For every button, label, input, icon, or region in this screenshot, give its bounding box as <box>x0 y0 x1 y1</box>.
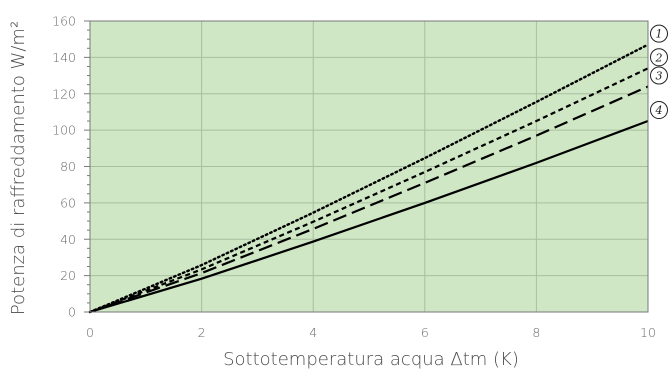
y-tick-label: 140 <box>52 50 76 65</box>
series-line-4 <box>89 119 649 314</box>
curve-marker-label: 2 <box>655 51 663 64</box>
curve-marker-circle <box>650 24 668 43</box>
y-axis-title: Potenza di raffreddamento W/m² <box>8 21 29 315</box>
curve-marker-label: 4 <box>655 104 663 117</box>
y-tick-label: 100 <box>52 123 76 138</box>
y-minor-ticks <box>84 20 90 313</box>
y-tick-label: 60 <box>60 195 76 210</box>
y-tick-label: 80 <box>60 159 76 174</box>
x-tick-label: 0 <box>86 325 94 340</box>
plot-frame <box>89 20 649 313</box>
y-tick-label: 40 <box>60 232 76 247</box>
series-line-1 <box>88 43 650 314</box>
x-axis-title: Sottotemperatura acqua Δtm (K) <box>223 349 519 370</box>
x-tick-label: 2 <box>198 325 206 340</box>
grid <box>90 21 648 312</box>
series-lines <box>88 43 650 314</box>
x-tick-label: 10 <box>640 325 656 340</box>
x-tick-label: 8 <box>532 325 540 340</box>
x-tick-label: 4 <box>309 325 317 340</box>
y-tick-label: 120 <box>52 86 76 101</box>
curve-marker-label: 1 <box>656 28 663 41</box>
x-tick-label: 6 <box>421 325 429 340</box>
series-line-3 <box>89 85 649 314</box>
curve-marker-circle <box>650 101 668 120</box>
y-tick-label: 20 <box>60 268 76 283</box>
y-tick-label: 160 <box>52 14 76 29</box>
curve-markers: 1 2 3 4 <box>650 24 668 120</box>
y-tick-label: 0 <box>68 305 76 320</box>
series-line-2 <box>89 67 649 314</box>
x-tick-labels: 0 2 4 6 8 10 <box>86 325 656 340</box>
curve-marker-circle <box>650 48 668 67</box>
curve-marker-label: 3 <box>656 69 663 82</box>
curve-marker-circle <box>650 66 668 85</box>
y-tick-labels: 0 20 40 60 80 100 120 140 160 <box>52 14 76 320</box>
